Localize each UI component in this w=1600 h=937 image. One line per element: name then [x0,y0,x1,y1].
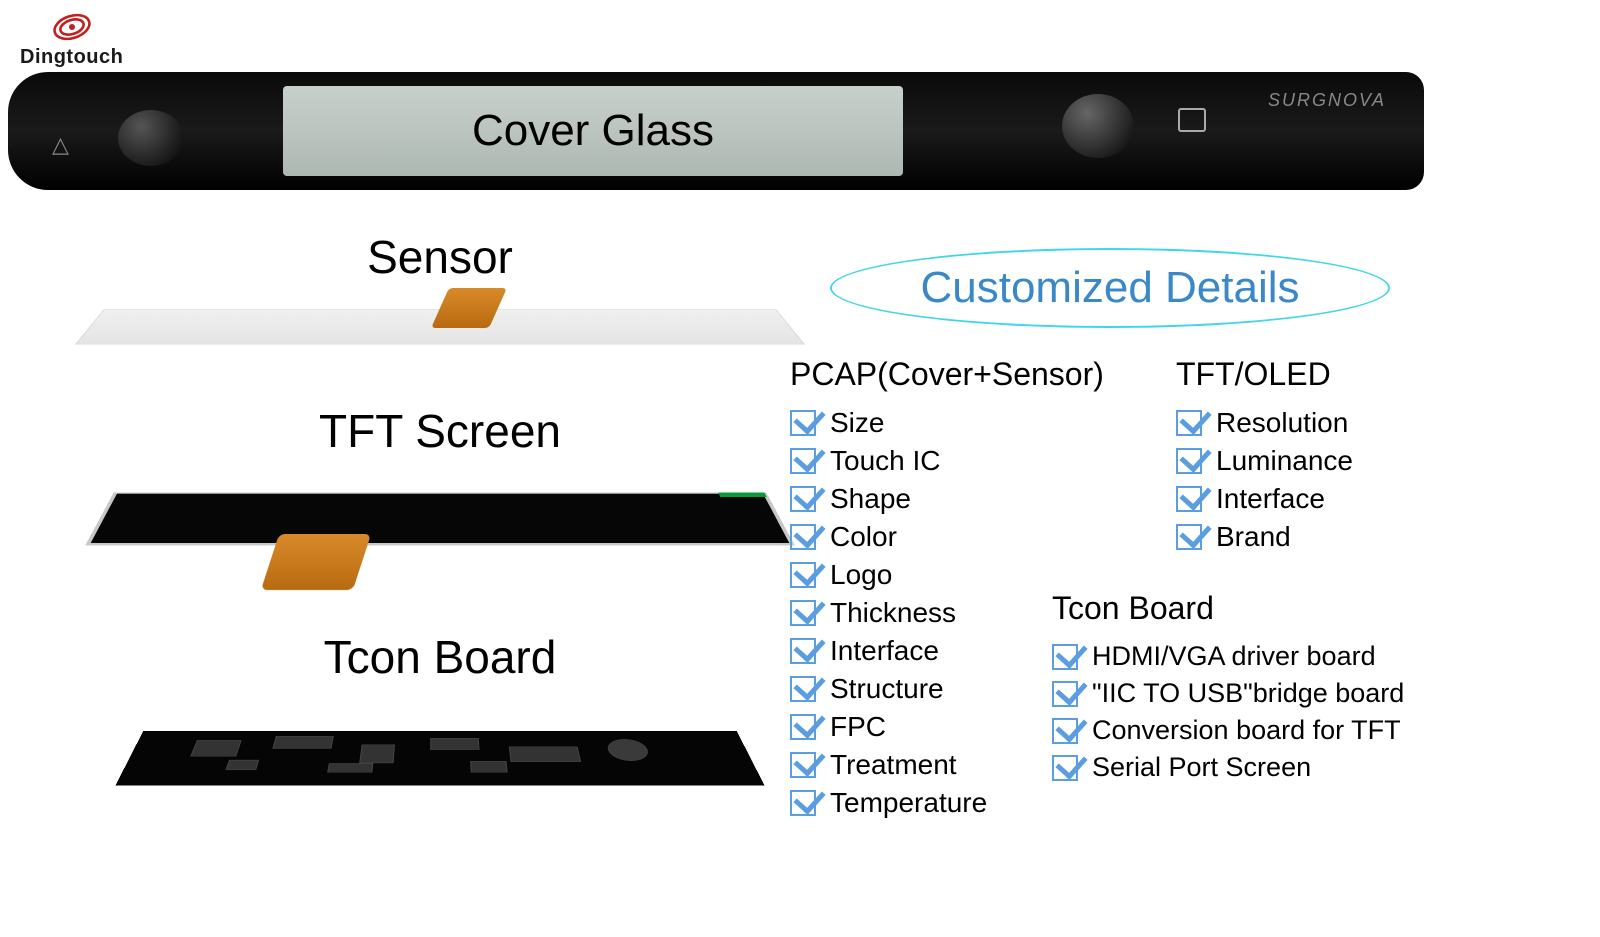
tcon-column: Tcon Board HDMI/VGA driver board "IIC TO … [1052,590,1404,789]
checkmark-icon [790,714,816,740]
checkmark-icon [790,562,816,588]
list-item-label: Size [830,407,884,439]
logo-swirl-icon [51,8,93,46]
cover-glass-button-right [1062,94,1134,158]
list-item: Interface [1176,483,1353,515]
list-item: Conversion board for TFT [1052,715,1404,746]
cover-glass-layer: △ Cover Glass SURGNOVA [8,72,1424,190]
tcon-heading: Tcon Board [1052,590,1404,627]
cover-glass-screen-window: Cover Glass [283,86,903,176]
checkmark-icon [790,486,816,512]
list-item-label: Resolution [1216,407,1348,439]
list-item-label: Color [830,521,897,553]
tft-layer-wrap: TFT Screen [60,404,820,612]
checkmark-icon [790,790,816,816]
list-item-label: Logo [830,559,892,591]
customized-details-title-text: Customized Details [920,263,1299,313]
list-item: Color [790,521,1104,553]
checkmark-icon [790,676,816,702]
customized-details-title: Customized Details [830,248,1390,328]
list-item-label: Luminance [1216,445,1353,477]
checkmark-icon [790,752,816,778]
panel-brand-text: SURGNOVA [1268,90,1386,111]
checkmark-icon [790,600,816,626]
checkmark-icon [1176,524,1202,550]
list-item-label: Temperature [830,787,987,819]
list-item: Brand [1176,521,1353,553]
tcon-body [115,731,764,786]
list-item: "IIC TO USB"bridge board [1052,678,1404,709]
brand-logo: Dingtouch [20,8,123,69]
sensor-layer-wrap: Sensor [60,230,820,364]
list-item: Size [790,407,1104,439]
list-item: Luminance [1176,445,1353,477]
cover-glass-button-left [118,110,184,166]
checkmark-icon [1052,681,1078,707]
cover-glass-label: Cover Glass [472,106,714,156]
list-item: Resolution [1176,407,1353,439]
checkmark-icon [1176,410,1202,436]
tcon-layer-wrap: Tcon Board [60,630,820,828]
tftoled-column: TFT/OLED Resolution Luminance Interface Bra… [1176,356,1353,559]
checkmark-icon [790,410,816,436]
checkmark-icon [1176,448,1202,474]
list-item-label: Touch IC [830,445,941,477]
list-item-label: Serial Port Screen [1092,752,1311,783]
sensor-label: Sensor [60,230,820,284]
list-item-label: Interface [1216,483,1325,515]
list-item: HDMI/VGA driver board [1052,641,1404,672]
list-item-label: Thickness [830,597,956,629]
list-item-label: Brand [1216,521,1291,553]
checkmark-icon [1052,755,1078,781]
checkmark-icon [1176,486,1202,512]
list-item-label: Interface [830,635,939,667]
list-item: Temperature [790,787,1104,819]
checkmark-icon [790,524,816,550]
cover-glass-small-icon [1178,108,1206,132]
pcap-heading: PCAP(Cover+Sensor) [790,356,1104,393]
exploded-stack: Sensor TFT Screen Tcon Board [60,230,820,844]
tcon-layer [130,708,750,828]
list-item: Serial Port Screen [1052,752,1404,783]
list-item-label: "IIC TO USB"bridge board [1092,678,1404,709]
tft-flex-cable [261,534,371,590]
checkmark-icon [790,448,816,474]
warning-triangle-icon: △ [52,132,69,158]
tftoled-list: Resolution Luminance Interface Brand [1176,407,1353,553]
list-item-label: Structure [830,673,944,705]
tft-layer [100,472,780,612]
list-item-label: FPC [830,711,886,743]
checkmark-icon [790,638,816,664]
tft-pcb-edge [718,493,766,497]
list-item-label: HDMI/VGA driver board [1092,641,1376,672]
list-item-label: Shape [830,483,911,515]
checkmark-icon [1052,718,1078,744]
tft-label: TFT Screen [60,404,820,458]
tft-body [85,493,795,546]
tcon-label: Tcon Board [60,630,820,684]
tcon-list: HDMI/VGA driver board "IIC TO USB"bridge … [1052,641,1404,783]
list-item-label: Conversion board for TFT [1092,715,1401,746]
checkmark-icon [1052,644,1078,670]
logo-text: Dingtouch [20,46,123,69]
list-item: Logo [790,559,1104,591]
list-item: Shape [790,483,1104,515]
list-item: Touch IC [790,445,1104,477]
tftoled-heading: TFT/OLED [1176,356,1353,393]
list-item-label: Treatment [830,749,957,781]
